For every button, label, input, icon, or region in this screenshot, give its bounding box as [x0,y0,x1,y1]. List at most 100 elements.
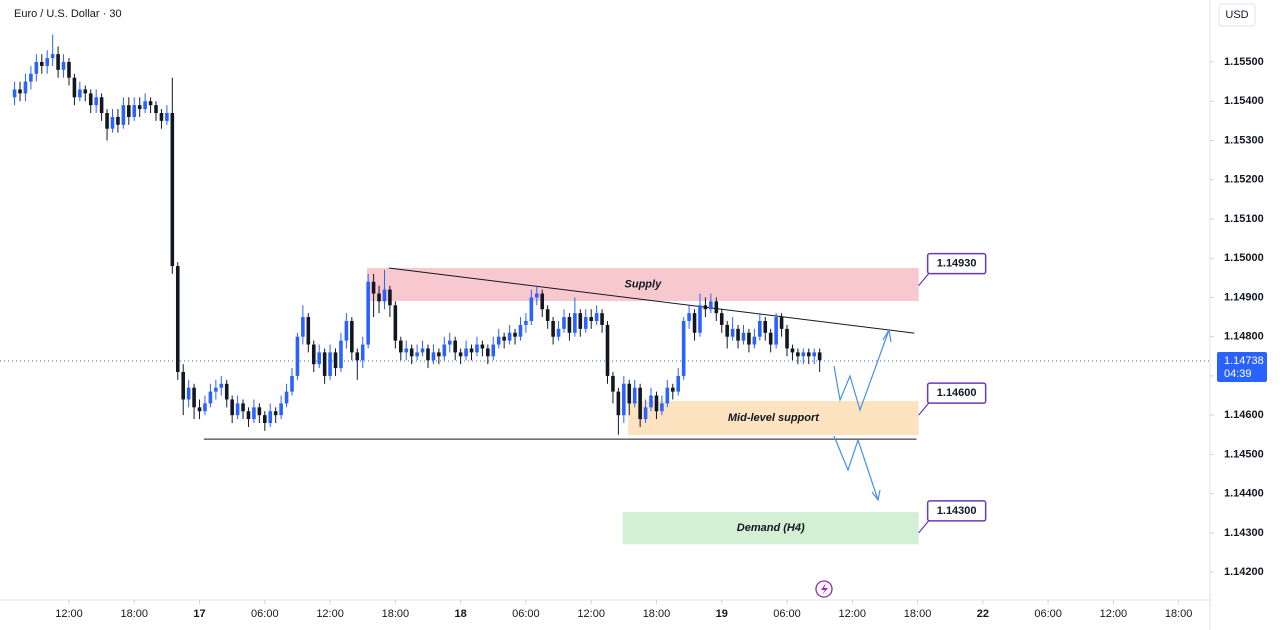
candle-body [181,372,186,400]
candle-body [110,116,115,129]
candle-body [246,411,251,420]
candle-body [524,320,528,325]
callout-label: 1.14300 [937,505,977,517]
y-tick-label: 1.14400 [1224,488,1264,500]
candle-body [132,105,137,117]
candle-body [137,105,142,110]
candle-body [175,266,180,373]
arrow-head [871,489,881,502]
candle-body [99,97,104,114]
candle-body [730,328,735,337]
x-tick-label: 18:00 [120,608,148,620]
candle-body [350,320,354,353]
candle-body [317,352,321,365]
candle-body [670,387,675,392]
candle-body [165,113,169,121]
candle-body [56,54,60,70]
candle-body [736,328,740,341]
candle-body [540,293,545,310]
y-tick-label: 1.14300 [1224,527,1264,539]
candle-body [170,113,175,267]
candle-body [719,313,724,325]
candle-body [45,58,50,66]
candle-body [328,352,332,376]
candle-body [785,328,789,349]
candle-body [409,348,414,357]
candle-body [34,62,39,74]
candle-body [507,332,512,341]
candle-body [741,332,746,341]
projection-arrow [833,329,890,412]
x-tick-label: 18:00 [382,608,410,620]
candle-body [39,62,44,66]
candle-body [344,320,349,341]
candle-body [116,116,120,125]
candle-body [322,352,327,376]
candle-body [306,317,311,345]
zone [628,401,919,436]
y-tick-label: 1.15000 [1224,252,1264,264]
x-tick-label: 06:00 [251,608,279,620]
callout-box [926,500,987,522]
candle-body [18,89,22,94]
candle-body [268,411,273,424]
candle-body [687,313,691,321]
candle-body [366,281,370,345]
candle-body [279,403,283,416]
candle-body [197,407,202,412]
y-tick-label: 1.14900 [1224,291,1264,303]
candle-body [654,395,659,412]
zone-label: Supply [625,278,663,290]
x-tick-label: 12:00 [839,608,867,620]
candle-body [290,375,294,392]
candle-body [83,89,88,94]
candle-body [817,352,822,361]
x-tick-label: 18:00 [904,608,932,620]
y-tick-label: 1.14800 [1224,331,1264,343]
candle-body [50,54,55,59]
y-tick-label: 1.14600 [1224,409,1264,421]
candle-body [333,352,338,369]
candle-body [774,317,778,345]
candle-body [632,387,637,404]
candle-body [594,313,599,321]
candle-body [551,320,555,337]
candle-body [801,352,806,357]
candle-body [605,324,610,376]
candle-body [491,344,496,357]
candle-body [573,313,577,333]
candle-body [393,305,398,341]
candle-body [692,313,697,333]
candle-body [121,105,126,125]
candle-body [758,320,762,337]
candle-body [301,317,305,337]
candle-body [600,313,604,325]
arrow-head [882,328,892,343]
candle-body [437,352,441,357]
candle-body [339,340,343,369]
candle-body [420,348,425,353]
currency[interactable]: USD [1225,9,1248,21]
candle-body [284,391,289,404]
candle-body [714,301,719,314]
currency-box[interactable] [1218,3,1256,27]
candle-body [578,313,583,329]
candle-body [208,391,213,404]
candle-body [703,305,708,310]
plot: 1.15500 1.15400 1.15300 1.15200 1.15100 1.150… [0,34,1264,620]
x-tick-label: 17 [193,608,205,620]
candle-body [790,348,795,353]
candle-body [496,336,501,345]
candle-body [725,324,729,337]
y-tick-label: 1.15400 [1224,95,1264,107]
chart-title: Euro / U.S. Dollar · 30 [14,8,122,20]
candle-body [127,105,131,117]
x-tick-label: 18:00 [1165,608,1193,620]
candle-body [806,352,811,357]
candle-body [458,352,463,357]
candle-body [812,352,817,357]
candle-body [219,383,224,388]
candle-body [263,415,267,424]
candle-body [638,387,642,420]
candle-body [475,344,479,353]
